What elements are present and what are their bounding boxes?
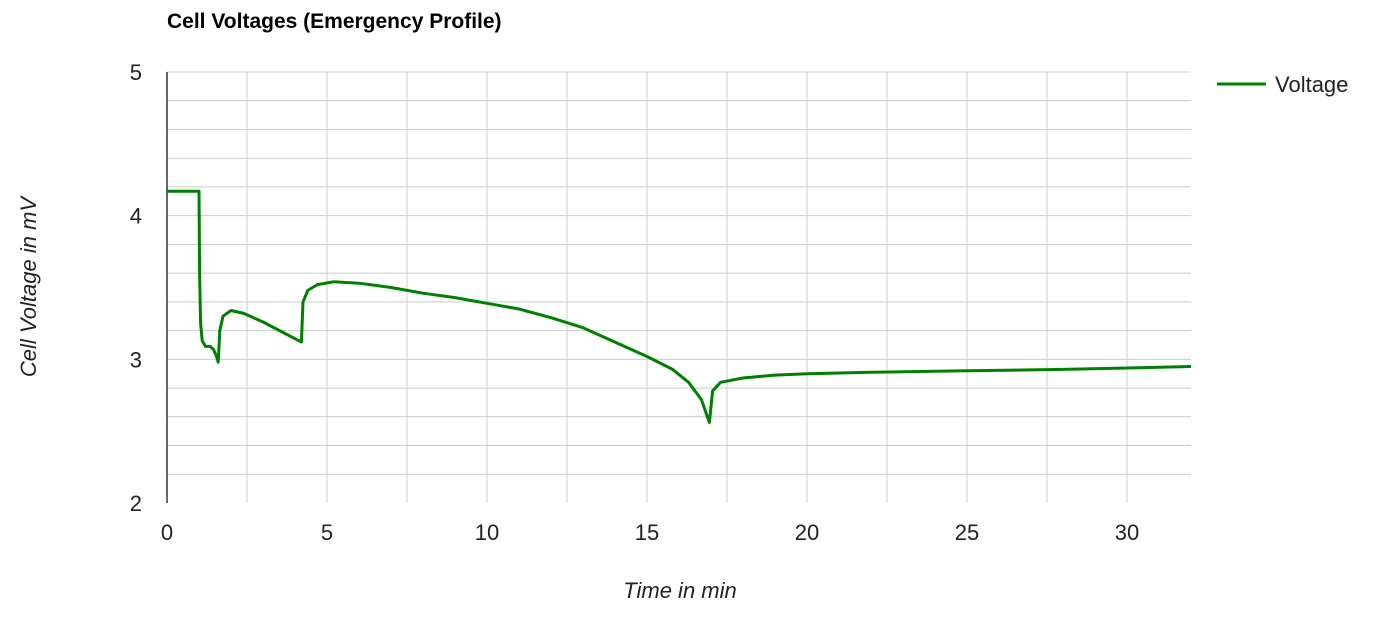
x-axis-label: Time in min [623, 578, 737, 603]
series-layer [167, 189, 1192, 424]
series-line-voltage [167, 189, 1192, 424]
chart-title: Cell Voltages (Emergency Profile) [167, 10, 502, 33]
legend-label-voltage: Voltage [1275, 72, 1348, 97]
x-tick-label: 15 [635, 520, 659, 545]
x-tick-label: 10 [475, 520, 499, 545]
x-tick-label: 25 [955, 520, 979, 545]
y-tick-label: 4 [130, 204, 142, 229]
x-axis-tick-labels: 0 5 10 15 20 25 30 [161, 520, 1139, 545]
y-axis-tick-labels: 2 3 4 5 [130, 60, 142, 516]
y-tick-label: 5 [130, 60, 142, 85]
x-tick-label: 0 [161, 520, 173, 545]
y-tick-label: 3 [130, 347, 142, 372]
gridlines [167, 71, 1191, 503]
legend: Voltage [1217, 72, 1348, 97]
y-axis-label: Cell Voltage in mV [16, 195, 41, 377]
x-tick-label: 5 [321, 520, 333, 545]
x-tick-label: 20 [795, 520, 819, 545]
y-tick-label: 2 [130, 491, 142, 516]
x-tick-label: 30 [1115, 520, 1139, 545]
